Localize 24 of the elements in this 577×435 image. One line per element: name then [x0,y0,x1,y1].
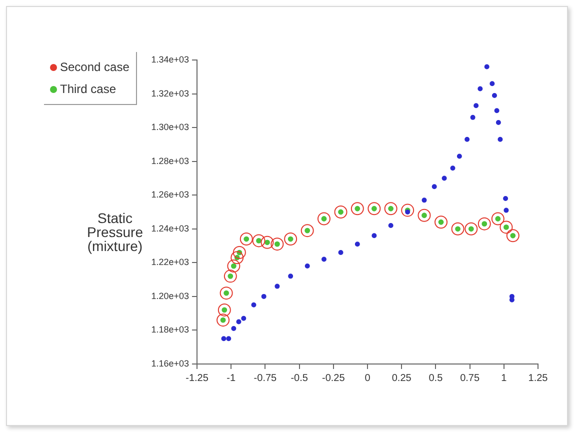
x-tick-label: 1 [501,372,508,384]
legend-label: Second case [59,59,130,76]
y-tick-label: 1.34e+03 [151,54,189,64]
x-tick-label: -1 [226,372,236,384]
x-tick-label: -0.5 [290,372,308,384]
y-tick-label: 1.28e+03 [151,156,189,166]
x-tick-label: 0 [364,372,371,384]
x-tick-label: -1.25 [186,372,209,384]
y-tick-label: 1.16e+03 [151,358,189,368]
y-tick-label: 1.20e+03 [151,290,189,301]
legend-label: Third case [59,81,118,98]
y-tick-label: 1.18e+03 [151,324,189,335]
x-tick-label: 0.75 [460,372,480,384]
x-tick-label: 1.25 [528,372,548,384]
y-tick-label: 1.32e+03 [151,88,189,98]
x-tick-label: -0.25 [322,372,346,384]
x-tick-label: 0.5 [428,372,444,384]
y-tick-label: 1.30e+03 [151,122,189,132]
x-tick-label: -0.75 [254,372,278,384]
y-tick-label: 1.24e+03 [151,223,189,234]
y-tick-label: 1.26e+03 [151,190,189,200]
x-tick-label: 0.25 [392,372,412,384]
y-axis-title: Static Pressure (mixture) [86,210,144,254]
y-tick-label: 1.22e+03 [151,257,189,268]
